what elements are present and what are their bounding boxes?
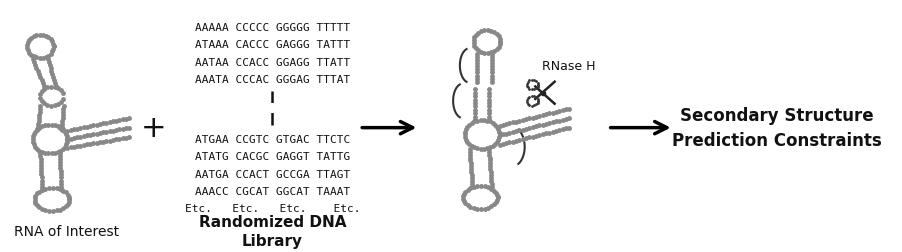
Text: ATGAA CCGTC GTGAC TTCTC: ATGAA CCGTC GTGAC TTCTC: [195, 135, 350, 145]
Text: AAATA CCCAC GGGAG TTTAT: AAATA CCCAC GGGAG TTTAT: [195, 75, 350, 84]
Text: Etc.   Etc.   Etc.    Etc.: Etc. Etc. Etc. Etc.: [184, 203, 360, 213]
Text: AAACC CGCAT GGCAT TAAAT: AAACC CGCAT GGCAT TAAAT: [195, 186, 350, 196]
Text: AAAAA CCCCC GGGGG TTTTT: AAAAA CCCCC GGGGG TTTTT: [195, 23, 350, 33]
Text: AATGA CCACT GCCGA TTAGT: AATGA CCACT GCCGA TTAGT: [195, 169, 350, 179]
Text: RNase H: RNase H: [542, 60, 595, 73]
Text: AATAA CCACC GGAGG TTATT: AATAA CCACC GGAGG TTATT: [195, 57, 350, 67]
Text: ATATG CACGC GAGGT TATTG: ATATG CACGC GAGGT TATTG: [195, 152, 350, 162]
Text: +: +: [141, 114, 166, 143]
Text: ATAAA CACCC GAGGG TATTT: ATAAA CACCC GAGGG TATTT: [195, 40, 350, 50]
Text: RNA of Interest: RNA of Interest: [14, 224, 119, 238]
Text: Secondary Structure
Prediction Constraints: Secondary Structure Prediction Constrain…: [671, 107, 881, 149]
Text: Randomized DNA
Library: Randomized DNA Library: [198, 214, 345, 248]
